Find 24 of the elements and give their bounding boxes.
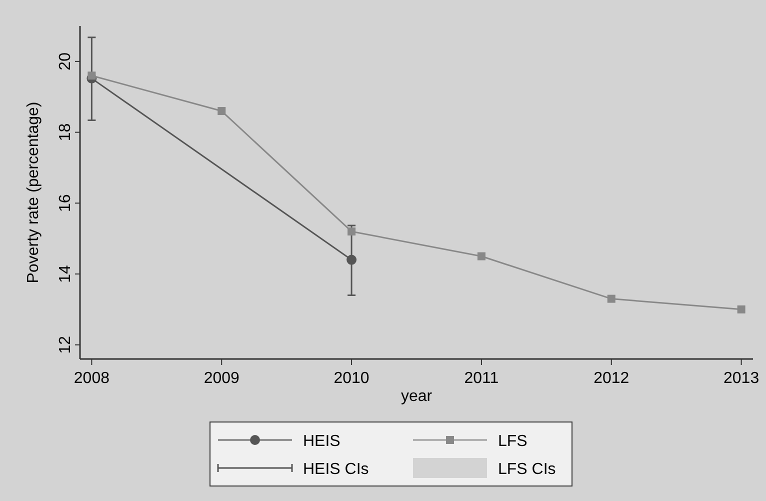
legend-label: LFS CIs (498, 461, 556, 478)
point (346, 254, 357, 265)
x-tick-label: 2011 (464, 370, 499, 387)
point (477, 252, 486, 260)
legend-label: LFS (498, 433, 528, 450)
y-tick-label: 12 (57, 336, 74, 354)
legend-label: HEIS CIs (303, 461, 369, 478)
x-tick-label: 2009 (204, 370, 240, 387)
point (348, 227, 356, 236)
x-axis-title: year (400, 388, 433, 405)
y-tick-label: 16 (57, 194, 74, 212)
legend-label: HEIS (303, 433, 340, 450)
point (737, 305, 746, 314)
point (88, 72, 96, 80)
y-tick-label: 20 (57, 52, 74, 70)
x-tick-label: 2010 (334, 370, 370, 387)
point (607, 294, 616, 303)
x-tick-label: 2013 (724, 370, 760, 387)
point (218, 107, 226, 116)
y-tick-label: 14 (57, 264, 74, 283)
x-tick-label: 2012 (594, 370, 630, 387)
x-tick-label: 2008 (74, 370, 110, 387)
y-tick-label: 18 (57, 123, 74, 142)
y-axis-title: Poverty rate (percentage) (25, 102, 42, 284)
